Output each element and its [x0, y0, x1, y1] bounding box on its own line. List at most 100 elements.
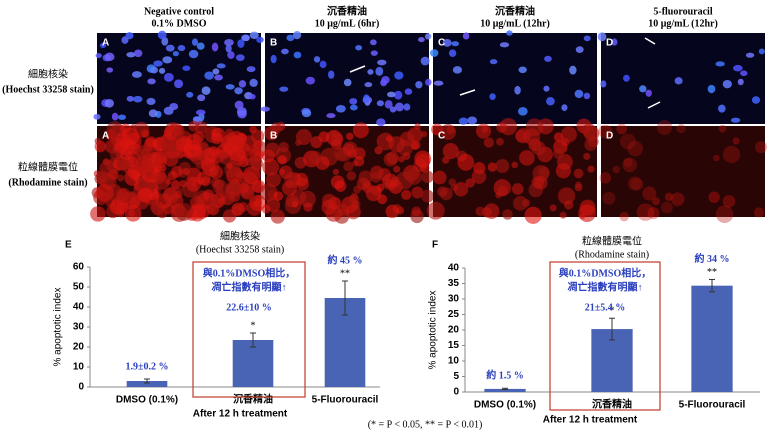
cell-stain: [627, 176, 642, 191]
nucleus: [418, 37, 425, 43]
cell-stain: [552, 148, 564, 159]
cell-stain: [381, 173, 399, 190]
nucleus: [249, 31, 259, 39]
cell-stain: [439, 187, 453, 201]
nucleus: [235, 54, 245, 61]
cell-stain: [186, 176, 202, 192]
cell-stain: [587, 165, 595, 173]
nucleus: [544, 55, 552, 62]
arrow: [644, 37, 656, 45]
micrograph: [265, 33, 429, 124]
cell-stain: [660, 201, 673, 214]
cell-stain: [200, 157, 216, 173]
nucleus: [462, 32, 470, 40]
x-tick-label: DMSO (0.1%): [474, 400, 536, 411]
significance: **: [707, 267, 717, 278]
nucleus: [117, 114, 127, 120]
cell-stain: [353, 156, 365, 167]
nucleus: [433, 80, 444, 86]
cell-stain: [627, 140, 644, 157]
cell-stain: [619, 133, 636, 150]
column-header: 沉香精油: [495, 4, 535, 17]
cell-stain: [575, 181, 582, 189]
cell-stain: [377, 194, 388, 205]
nucleus: [715, 61, 725, 67]
nucleus: [364, 82, 373, 88]
cell-stain: [573, 168, 584, 179]
cell-stain: [483, 203, 500, 219]
y-tick-label: 30: [73, 322, 85, 333]
nucleus: [404, 88, 413, 95]
panel-letter: C: [438, 38, 445, 49]
cell-stain: [499, 118, 517, 136]
nucleus: [575, 46, 584, 53]
panel-letter: A: [102, 131, 109, 142]
nucleus: [132, 95, 143, 103]
nucleus: [569, 65, 577, 75]
cell-stain: [225, 128, 234, 138]
cell-stain: [308, 150, 322, 164]
cell-stain: [581, 123, 597, 138]
cell-stain: [117, 174, 125, 182]
cell-stain: [708, 191, 720, 203]
nucleus: [146, 97, 156, 106]
cell-stain: [584, 138, 598, 151]
cell-stain: [210, 178, 220, 188]
cell-stain: [579, 213, 586, 220]
nucleus: [292, 31, 302, 40]
nucleus: [133, 49, 143, 58]
nucleus: [249, 93, 256, 100]
cell-stain: [358, 170, 373, 185]
panel-letter: E: [65, 240, 72, 251]
footnote: (* = P < 0.05, ** = P < 0.01): [368, 419, 483, 430]
cell-stain: [612, 165, 621, 174]
nucleus: [611, 38, 618, 46]
cell-stain: [538, 166, 550, 179]
nucleus: [305, 76, 316, 85]
nucleus: [163, 72, 174, 82]
cell-stain: [549, 204, 557, 212]
cell-stain: [553, 132, 564, 142]
nucleus: [415, 81, 423, 89]
cell-stain: [598, 124, 613, 139]
nucleus: [227, 51, 235, 59]
nucleus: [93, 113, 101, 120]
cell-stain: [411, 186, 424, 199]
cell-stain: [295, 139, 302, 146]
cell-stain: [402, 152, 411, 161]
nucleus: [442, 38, 452, 47]
cell-stain: [291, 182, 298, 189]
arrow: [459, 89, 476, 96]
cell-stain: [578, 204, 596, 222]
nucleus: [104, 52, 115, 62]
x-tick-label: DMSO (0.1%): [116, 395, 178, 406]
chart-title: 細胞核染: [220, 229, 260, 242]
nucleus: [153, 60, 163, 67]
nucleus: [517, 106, 528, 116]
cell-stain: [279, 165, 293, 179]
panel-letter: F: [432, 240, 438, 251]
x-tick-label: 5-Fluorouracil: [312, 395, 379, 406]
nucleus: [162, 56, 173, 64]
y-tick-label: 50: [73, 282, 85, 293]
cell-stain: [376, 183, 385, 192]
nucleus: [597, 32, 607, 42]
nucleus: [125, 32, 134, 40]
cell-stain: [753, 207, 765, 218]
nucleus: [158, 67, 166, 74]
cell-stain: [175, 203, 194, 221]
nucleus: [182, 65, 191, 71]
nucleus: [211, 42, 219, 52]
nucleus: [326, 113, 336, 119]
panel-letter: B: [270, 131, 277, 142]
cell-stain: [189, 204, 206, 222]
nucleus: [260, 106, 271, 112]
cell-stain: [630, 177, 644, 191]
cell-stain: [559, 211, 567, 219]
nucleus: [188, 49, 199, 59]
cell-stain: [99, 160, 117, 178]
cell-stain: [160, 165, 167, 172]
value-note: 約 45 %: [328, 253, 363, 266]
nucleus: [389, 106, 397, 113]
cell-stain: [109, 199, 125, 215]
